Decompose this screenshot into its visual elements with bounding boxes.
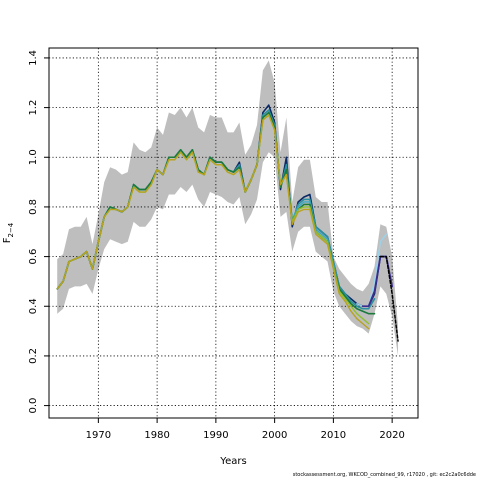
x-tick-label-2: 1990 [203,430,228,441]
footer-attribution: stockassessment.org, WKCOD_combined_99, … [292,472,476,478]
y-axis: 0.0 0.2 0.4 0.6 0.8 1.0 1.2 1.4 [28,50,49,414]
x-tick-label-3: 2000 [262,430,287,441]
y-tick-label-0: 0.0 [28,398,39,414]
y-tick-label-4: 0.8 [28,199,39,215]
y-tick-label-5: 1.0 [28,149,39,165]
series-line-5 [56,114,370,330]
y-tick-label-1: 0.2 [28,348,39,364]
y-axis-title-subscript: 2−4 [7,222,15,237]
x-tick-label-4: 2010 [321,430,346,441]
x-axis: 1970 1980 1990 2000 2010 2020 [86,418,405,441]
x-tick-label-0: 1970 [86,430,111,441]
y-tick-label-7: 1.4 [28,50,39,66]
x-tick-label-5: 2020 [379,430,404,441]
series-line-6 [356,233,387,307]
x-tick-label-1: 1980 [144,430,169,441]
confidence-band-layer [57,60,399,356]
y-tick-label-6: 1.2 [28,100,39,116]
x-axis-title: Years [219,456,246,467]
y-axis-title-main: F [2,237,13,243]
y-axis-title: F2−4 [2,222,15,243]
grid-layer [49,48,418,418]
series-line-8 [379,255,399,342]
series-layer [56,104,399,342]
confidence-band [57,60,399,356]
y-tick-label-2: 0.4 [28,298,39,314]
y-tick-label-3: 0.6 [28,249,39,265]
plot-frame [48,47,419,419]
